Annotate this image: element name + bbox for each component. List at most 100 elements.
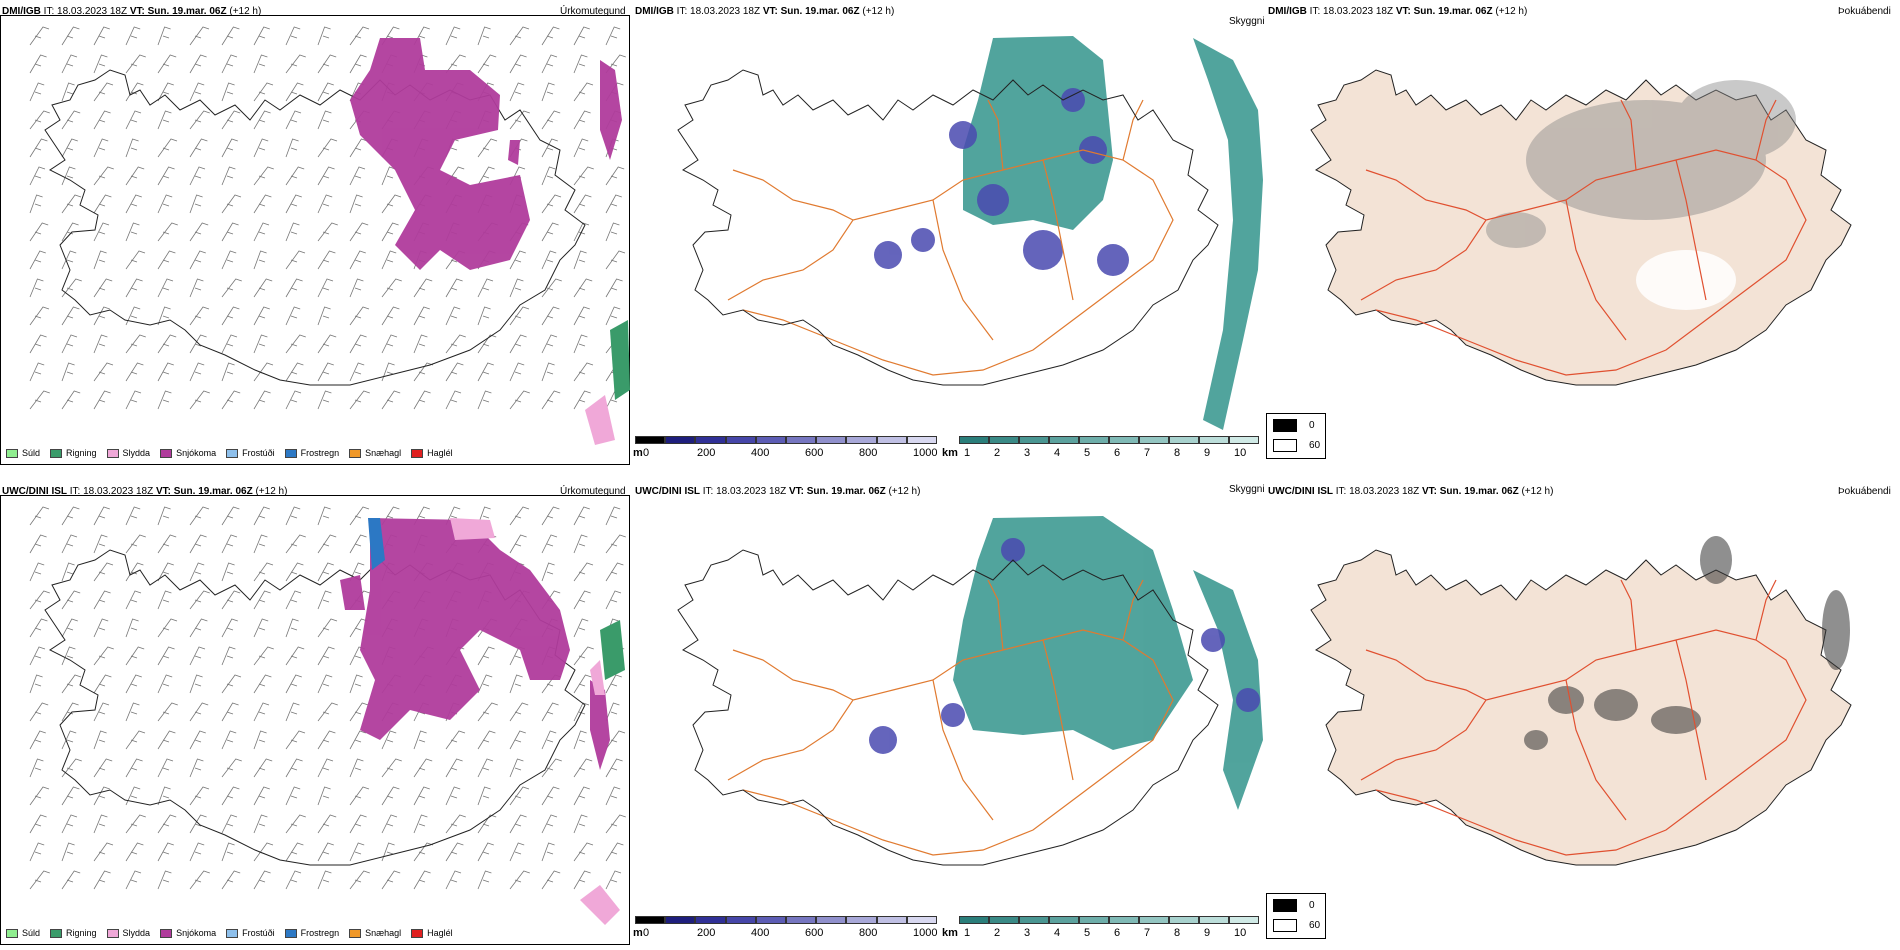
wind-barb — [253, 110, 271, 130]
vt-label: VT: — [788, 486, 804, 497]
wind-barb — [93, 702, 110, 722]
wind-barb — [381, 306, 400, 326]
snow-area — [350, 38, 622, 270]
legend-item: Súld — [6, 448, 40, 458]
precip-map — [29, 506, 626, 925]
scale-tick: 3 — [1024, 927, 1031, 939]
wind-barb — [445, 786, 461, 806]
wind-barb — [93, 278, 113, 298]
wind-barb — [477, 730, 496, 750]
fog-shading — [1524, 536, 1850, 750]
road — [1360, 149, 1807, 376]
road-network — [727, 99, 1174, 376]
wind-barb — [61, 362, 75, 382]
iceland-outline — [677, 549, 1219, 866]
wind-barb — [189, 506, 210, 526]
wind-barb — [221, 814, 238, 834]
scale-tick: 9 — [1204, 927, 1211, 939]
fog-legend: 0 60 — [1266, 893, 1326, 939]
wind-barb — [253, 646, 274, 666]
wind-barb — [189, 758, 204, 778]
wind-barb — [477, 362, 494, 382]
wind-barb — [93, 390, 111, 410]
wind-barb — [221, 562, 235, 582]
legend-swatch — [50, 448, 63, 458]
wind-barb — [29, 222, 49, 242]
wind-barb — [285, 334, 306, 354]
wind-barb — [541, 842, 555, 862]
ceiling-ticks: m 0 200 400 600 800 1000 — [633, 447, 937, 461]
wind-barb — [61, 26, 80, 46]
wind-barb — [61, 334, 78, 354]
wind-barb — [349, 842, 365, 862]
wind-barb — [29, 562, 45, 582]
wind-barb — [157, 702, 178, 722]
wind-barb — [573, 646, 594, 666]
wind-barb — [221, 250, 237, 270]
wind-barb — [29, 730, 46, 750]
scale-tick: 200 — [697, 447, 716, 459]
vt-label: VT: — [1421, 486, 1437, 497]
wind-barb — [125, 138, 139, 158]
wind-barb — [317, 26, 331, 46]
wind-barb — [221, 166, 236, 186]
wind-barb — [125, 786, 141, 806]
it-label: IT: — [43, 6, 55, 17]
wind-barb — [285, 786, 301, 806]
wind-barb — [477, 506, 491, 526]
wind-barb — [93, 814, 108, 834]
wind-barb — [61, 702, 79, 722]
wind-barb — [285, 26, 301, 46]
wind-barb — [253, 730, 267, 750]
wind-barb — [605, 306, 621, 326]
wind-barb — [445, 758, 463, 778]
wind-barb — [61, 842, 75, 862]
it-value: 18.03.2023 18Z — [83, 486, 154, 497]
map-frame — [0, 15, 630, 465]
wind-barb — [573, 618, 589, 638]
wind-barb — [61, 138, 78, 158]
wind-barb — [605, 786, 621, 806]
wind-barb — [221, 870, 241, 890]
wind-barb — [157, 110, 172, 130]
road — [1620, 579, 1637, 651]
wind-barb — [29, 814, 47, 834]
scale-tick: 6 — [1114, 927, 1121, 939]
wind-barb — [349, 54, 367, 74]
wind-barb — [573, 842, 594, 862]
lead-time: (+12 h) — [1521, 486, 1554, 497]
wind-barb — [509, 702, 529, 722]
wind-barb — [253, 82, 274, 102]
scale-tick: 7 — [1144, 927, 1151, 939]
wind-barb — [93, 842, 114, 862]
legend-item: Súld — [6, 928, 40, 938]
wind-barb — [285, 842, 304, 862]
wind-barb — [509, 870, 530, 890]
precip-map — [29, 26, 630, 445]
sleet-area — [585, 395, 615, 445]
road — [727, 149, 1174, 376]
wind-barb — [221, 390, 241, 410]
road — [1565, 199, 1627, 341]
wind-barb — [221, 278, 242, 298]
wind-barb — [157, 166, 175, 186]
wind-barb — [61, 786, 80, 806]
panel-header: DMI/IGB IT: 18.03.2023 18Z VT: Sun. 19.m… — [2, 6, 261, 17]
precip-legend: Súld Rigning Slydda Snjókoma Frostúði Frostre… — [6, 926, 453, 940]
wind-barb — [93, 646, 114, 666]
wind-barb — [125, 730, 146, 750]
wind-barb — [29, 306, 50, 326]
wind-barb — [285, 250, 306, 270]
wind-barb — [189, 222, 209, 242]
wind-barb — [157, 674, 173, 694]
wind-barb — [253, 362, 274, 382]
colorbar-cell — [755, 436, 787, 444]
wind-barb — [349, 702, 369, 722]
wind-barb — [413, 334, 428, 354]
wind-barb — [221, 334, 238, 354]
legend-swatch — [411, 928, 424, 938]
wind-barb — [125, 194, 142, 214]
colorbar-cell — [635, 436, 666, 444]
wind-barb — [61, 278, 82, 298]
wind-barb — [29, 110, 50, 130]
